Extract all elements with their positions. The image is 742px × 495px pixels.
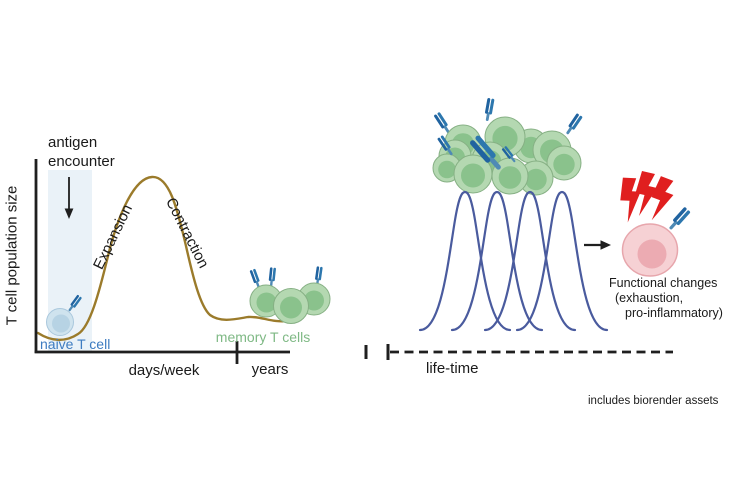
t-cell-cluster-icon	[432, 97, 583, 196]
functional-changes-line3: pro-inflammatory)	[625, 306, 723, 320]
memory-t-cells-icon	[249, 266, 331, 324]
lifetime-label: life-time	[426, 360, 479, 377]
biorender-credit: includes biorender assets	[588, 395, 719, 407]
x-scale-days-week-label: days/week	[128, 362, 200, 379]
naive-t-cell-label: naive T cell	[40, 336, 111, 352]
expansion-contraction-curve	[36, 175, 290, 342]
antigen-encounter-label-line2: encounter	[48, 153, 115, 170]
functional-changes-line1: Functional changes	[609, 276, 718, 290]
clonal-expansion-waves	[418, 190, 609, 332]
lifetime-axis	[364, 344, 673, 360]
x-scale-years-label: years	[251, 361, 289, 378]
functional-changes-line2: (exhaustion,	[615, 291, 684, 305]
exhausted-t-cell-icon	[621, 206, 691, 277]
functional-changes-label: Functional changes (exhaustion, pro-infl…	[609, 276, 723, 321]
lightning-bolts-icon	[620, 171, 674, 223]
antigen-arrow-icon	[64, 177, 74, 219]
antigen-encounter-label-line1: antigen	[48, 134, 98, 151]
y-axis-label: T cell population size	[3, 185, 21, 326]
memory-t-cells-label: memory T cells	[215, 329, 311, 345]
naive-t-cell-icon	[46, 294, 83, 336]
arrow-right-icon	[584, 240, 611, 250]
